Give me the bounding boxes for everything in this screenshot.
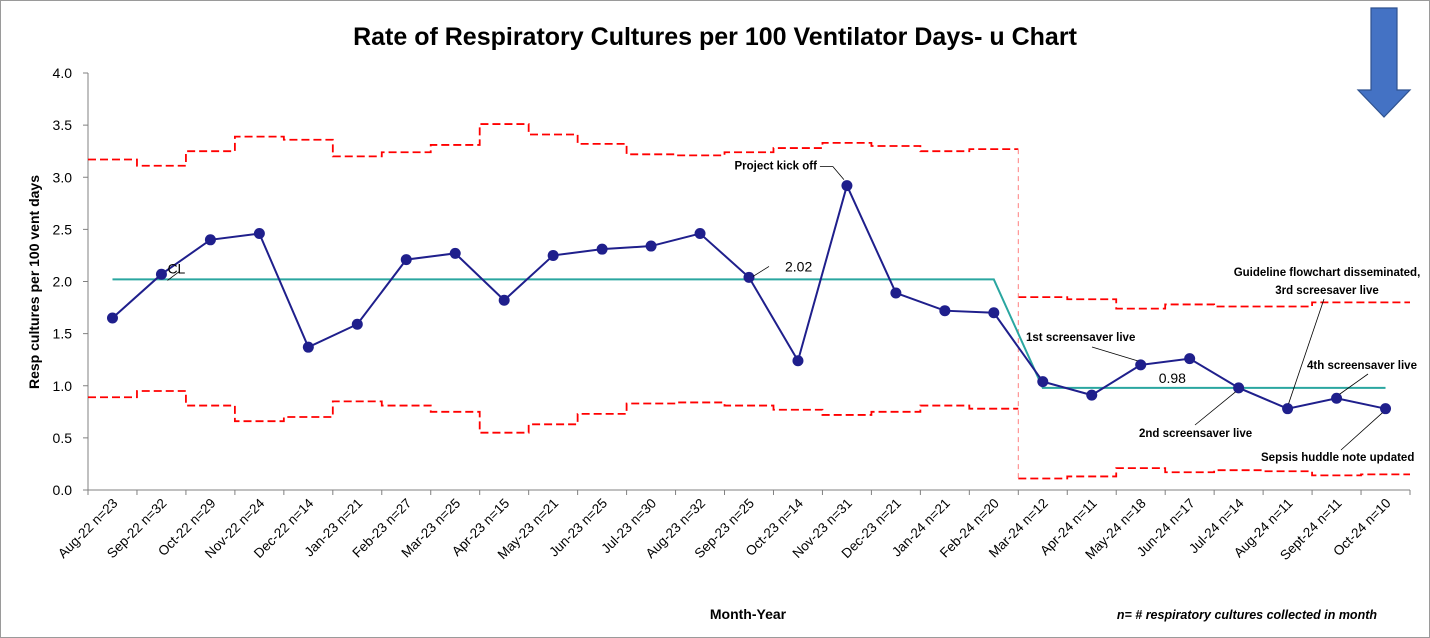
y-tick-label: 2.0 — [53, 274, 73, 290]
lcl-phase2 — [1018, 467, 1410, 480]
y-tick-label: 0.5 — [53, 430, 73, 446]
rate-point — [1233, 382, 1245, 394]
chart-title: Rate of Respiratory Cultures per 100 Ven… — [353, 23, 1077, 51]
annotation-label: Project kick off — [734, 161, 817, 173]
rate-point — [204, 234, 216, 246]
rate-point — [792, 355, 804, 367]
annotations: 2.02 0.98 CL Project kick off 1st screensave… — [167, 161, 1420, 464]
rate-point — [596, 243, 608, 255]
cl-leader — [752, 266, 770, 277]
rate-point — [743, 271, 755, 283]
y-tick-label: 1.5 — [53, 326, 73, 342]
rate-point — [449, 247, 461, 259]
ucl-phase2 — [1018, 296, 1410, 310]
annotation-label: 2nd screensaver live — [1139, 428, 1252, 440]
rate-point — [498, 294, 510, 306]
y-tick-label: 3.5 — [53, 117, 73, 133]
rate-point — [1086, 389, 1098, 401]
annotation-label: Guideline flowchart disseminated, — [1234, 267, 1421, 279]
rate-point — [106, 312, 118, 324]
rate-point — [988, 307, 1000, 319]
annotation-leader — [819, 166, 845, 180]
rate-point — [547, 249, 559, 261]
rate-point — [1184, 353, 1196, 365]
rate-point — [1282, 403, 1294, 415]
y-axis-ticks: 0.0 0.5 1.0 1.5 2.0 2.5 3.0 3.5 4.0 — [53, 65, 88, 498]
control-limits — [88, 123, 1410, 480]
annotation-leader — [1340, 412, 1383, 451]
y-tick-label: 4.0 — [53, 65, 73, 81]
rate-point — [890, 287, 902, 299]
annotation-leader — [1288, 298, 1325, 404]
lcl-phase1 — [88, 390, 1019, 434]
y-tick-label: 3.0 — [53, 169, 73, 185]
y-tick-label: 2.5 — [53, 221, 73, 237]
center-value-label: 2.02 — [785, 258, 812, 274]
ucl-phase1 — [88, 123, 1019, 167]
rate-point — [694, 228, 706, 240]
rate-line — [111, 182, 1386, 410]
cl-leader — [167, 271, 180, 281]
y-axis-title: Resp cultures per 100 vent days — [26, 175, 42, 389]
annotation-label: 3rd screesaver live — [1275, 285, 1379, 297]
rate-point — [351, 318, 363, 330]
center-line-label: CL — [167, 260, 185, 276]
rate-point — [645, 240, 657, 252]
annotation-label: Sepsis huddle note updated — [1261, 452, 1414, 464]
rate-point — [1037, 376, 1049, 388]
footnote: n= # respiratory cultures collected in m… — [1117, 608, 1378, 622]
arrow-shape — [1356, 7, 1412, 118]
annotation-label: 1st screensaver live — [1026, 332, 1135, 344]
center-line — [112, 278, 1386, 389]
annotation-leader — [1091, 346, 1138, 362]
center-line-path — [112, 278, 1386, 389]
rate-point — [400, 254, 412, 266]
rate-point — [1380, 403, 1392, 415]
down-arrow-icon — [1356, 7, 1412, 118]
x-axis-title: Month-Year — [710, 606, 787, 622]
y-tick-label: 1.0 — [53, 378, 73, 394]
annotation-label: 4th screensaver live — [1307, 360, 1417, 372]
rate-point — [155, 268, 167, 280]
annotation-leader — [1339, 373, 1369, 395]
rate-series — [106, 180, 1392, 415]
annotation-leader — [1194, 391, 1236, 426]
y-tick-label: 0.0 — [53, 482, 73, 498]
rate-point — [1331, 392, 1343, 404]
rate-point — [841, 180, 853, 192]
rate-point — [253, 228, 265, 240]
rate-point — [939, 305, 951, 317]
rate-point — [302, 341, 314, 353]
rate-point — [1135, 359, 1147, 371]
center-value-label: 0.98 — [1159, 370, 1186, 386]
